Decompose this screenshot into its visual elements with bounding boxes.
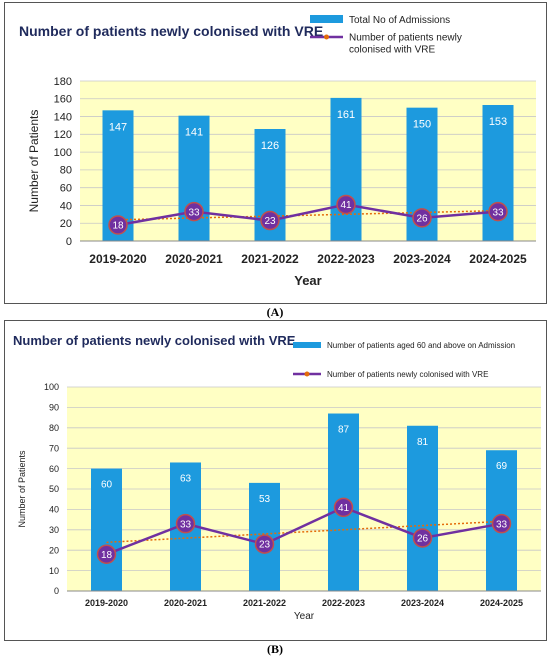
legend-line-marker — [304, 371, 310, 377]
bar-data-label: 150 — [413, 119, 431, 131]
legend-bar-swatch — [310, 15, 343, 23]
y-tick-label: 20 — [49, 545, 59, 555]
bar — [91, 468, 122, 591]
y-tick-label: 0 — [54, 586, 59, 596]
y-tick-label: 50 — [49, 484, 59, 494]
line-point — [184, 201, 204, 222]
y-tick-label: 70 — [49, 443, 59, 453]
bar-data-label: 53 — [259, 494, 271, 505]
bar-data-label: 87 — [338, 425, 350, 436]
y-tick-label: 30 — [49, 525, 59, 535]
line-point — [412, 208, 432, 228]
bar — [330, 97, 362, 241]
legend-label: Total No of Admissions — [349, 15, 450, 26]
chart-panel-a: 0 20 40 60 80 100 120 140 160 180 Number of patien… — [4, 2, 547, 304]
bar-data-label: 69 — [496, 461, 508, 472]
y-tick-label: 80 — [60, 165, 72, 177]
point-data-label: 41 — [338, 503, 350, 514]
line-point — [412, 528, 433, 548]
bar — [407, 425, 438, 591]
legend-label: Number of patients aged 60 and above on … — [327, 341, 515, 350]
panel-label-a: (A) — [266, 305, 284, 319]
line-point — [491, 513, 512, 534]
point-data-label: 23 — [259, 540, 271, 551]
x-tick-label: 2020-2021 — [165, 252, 223, 266]
legend-bar-swatch — [293, 342, 321, 348]
y-tick-label: 60 — [49, 464, 59, 474]
x-tick-label: 2022-2023 — [317, 252, 375, 266]
legend-label: Number of patients newly colonised with V… — [349, 33, 462, 56]
series-line — [117, 203, 499, 227]
x-tick-label: 2024-2025 — [469, 252, 527, 266]
bar-data-label: 141 — [185, 127, 203, 139]
point-data-label: 23 — [264, 216, 276, 227]
line-point — [333, 497, 354, 518]
y-tick-label: 20 — [60, 218, 72, 230]
x-axis-title: Year — [294, 273, 321, 288]
x-tick-label: 2021-2022 — [241, 252, 299, 266]
y-tick-label: 90 — [49, 403, 59, 413]
legend-line-marker — [324, 34, 329, 40]
line-point — [336, 194, 356, 215]
x-tick-label: 2022-2023 — [322, 598, 365, 608]
bar-data-label: 81 — [417, 437, 429, 448]
bar-data-label: 126 — [261, 140, 279, 152]
point-data-label: 18 — [101, 550, 113, 561]
y-tick-label: 120 — [54, 129, 72, 141]
point-data-label: 41 — [340, 200, 352, 211]
point-data-label: 33 — [188, 207, 200, 218]
point-data-label: 33 — [180, 519, 192, 530]
x-tick-label: 2023-2024 — [393, 252, 451, 266]
x-tick-label: 2023-2024 — [401, 598, 444, 608]
line-point — [260, 210, 280, 231]
bar-data-label: 161 — [337, 109, 355, 121]
plot-area — [80, 81, 536, 241]
x-tick-label: 2019-2020 — [89, 252, 147, 266]
y-tick-label: 100 — [54, 147, 72, 159]
point-data-label: 26 — [416, 213, 428, 224]
point-data-label: 33 — [496, 519, 508, 530]
y-axis-title: Number of Patients — [17, 450, 27, 528]
y-tick-label: 40 — [49, 505, 59, 515]
trendline — [106, 520, 502, 544]
line-point — [488, 201, 508, 222]
point-data-label: 26 — [417, 534, 429, 545]
line-point — [108, 215, 128, 235]
bar-data-label: 153 — [489, 116, 507, 128]
y-tick-label: 0 — [66, 236, 72, 248]
panel-label-b: (B) — [267, 642, 283, 656]
y-tick-label: 100 — [44, 382, 59, 392]
chart-title: Number of patients newly colonised with … — [19, 23, 323, 39]
x-tick-label: 2024-2025 — [480, 598, 523, 608]
point-data-label: 33 — [492, 207, 504, 218]
chart-title: Number of patients newly colonised with … — [13, 333, 296, 348]
y-axis-title: Number of Patients — [27, 110, 41, 213]
y-tick-label: 60 — [60, 183, 72, 195]
legend-label: Number of patients newly colonised with … — [327, 370, 488, 379]
line-point — [175, 513, 196, 534]
x-tick-label: 2019-2020 — [85, 598, 128, 608]
point-data-label: 18 — [112, 221, 124, 232]
x-axis-title: Year — [294, 611, 315, 622]
line-point — [96, 544, 117, 565]
y-tick-label: 180 — [54, 76, 72, 88]
x-tick-label: 2020-2021 — [164, 598, 207, 608]
chart-b: 0 10 20 30 40 50 60 70 80 90 100 Number of patients… — [13, 333, 541, 622]
chart-a: 0 20 40 60 80 100 120 140 160 180 Number of patien… — [19, 15, 536, 288]
bar-data-label: 147 — [109, 121, 127, 133]
bar-data-label: 60 — [101, 480, 113, 491]
trendline — [117, 209, 499, 221]
y-tick-label: 80 — [49, 423, 59, 433]
series-line — [106, 506, 502, 556]
y-tick-label: 160 — [54, 94, 72, 106]
y-tick-label: 140 — [54, 111, 72, 123]
y-tick-label: 40 — [60, 200, 72, 212]
bar-data-label: 63 — [180, 473, 192, 484]
y-tick-label: 10 — [49, 566, 59, 576]
x-tick-label: 2021-2022 — [243, 598, 286, 608]
line-point — [254, 534, 275, 554]
chart-panel-b: 0 10 20 30 40 50 60 70 80 90 100 Number of patients… — [4, 320, 547, 641]
